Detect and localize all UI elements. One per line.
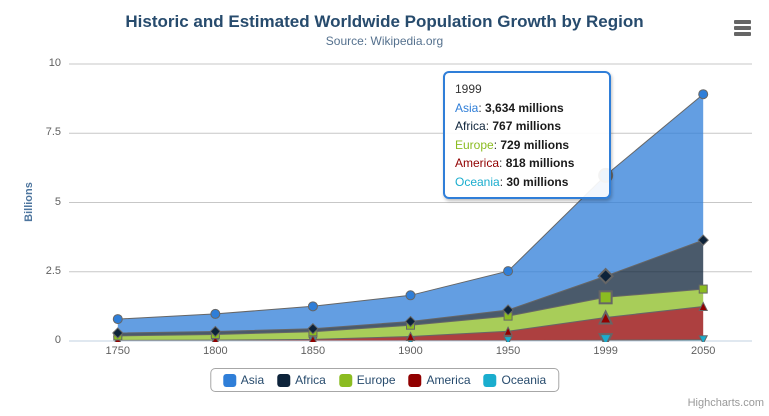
tooltip-row-america: America: 818 millions [455, 156, 575, 170]
marker-europe-1999[interactable] [598, 290, 613, 305]
x-tick-label-1950: 1950 [495, 345, 521, 357]
marker-america-1999[interactable] [598, 309, 614, 325]
legend-item-america[interactable]: America [408, 373, 471, 387]
legend-label: Europe [356, 373, 396, 387]
tooltip-header: 1999 [455, 82, 482, 96]
chart-subtitle: Source: Wikipedia.org [325, 34, 444, 48]
tooltip-row-oceania: Oceania: 30 millions [455, 174, 569, 189]
marker-america-1850[interactable] [309, 334, 317, 343]
tooltip-series-name: America [455, 156, 500, 170]
marker-oceania-2050[interactable] [698, 335, 709, 344]
marker-africa-1999[interactable] [597, 267, 615, 285]
marker-asia-2050[interactable] [698, 89, 709, 100]
marker-africa-1900[interactable] [404, 315, 417, 328]
hamburger-icon [734, 20, 751, 24]
y-tick-label-5: 5 [54, 195, 61, 208]
marker-africa-1800[interactable] [209, 325, 222, 338]
legend-item-asia[interactable]: Asia [222, 373, 265, 387]
legend-label: Africa [295, 373, 326, 387]
tooltip-series-name: Oceania [455, 174, 500, 189]
marker-asia-1850[interactable] [307, 301, 318, 312]
legend-swatch-icon [222, 373, 236, 387]
legend-swatch-icon [338, 373, 352, 387]
legend: Asia Africa Europe America Oceania [209, 368, 560, 392]
legend-label: Asia [240, 373, 265, 387]
y-tick-label-7.5: 7.5 [45, 126, 61, 139]
x-tick-label-1900: 1900 [398, 345, 423, 357]
tooltip-series-value: 767 millions [492, 119, 562, 133]
marker-africa-1750[interactable] [112, 327, 124, 339]
credits-link[interactable]: Highcharts.com [687, 397, 764, 409]
area-africa [117, 240, 704, 336]
tooltip-row-europe: Europe: 729 millions [455, 137, 570, 152]
tooltip-series-value: 818 millions [505, 156, 575, 170]
hamburger-icon [734, 26, 751, 30]
marker-oceania-1950[interactable] [503, 336, 513, 345]
legend-label: Oceania [501, 373, 547, 387]
marker-asia-1800[interactable] [210, 308, 221, 319]
marker-africa-1950[interactable] [502, 304, 514, 316]
tooltip-series-value: 3,634 millions [485, 100, 564, 115]
tooltip-series-value: 729 millions [500, 137, 570, 152]
tooltip: 1999 Asia: 3,634 millions Africa: 767 mil… [443, 71, 611, 199]
marker-europe-2050[interactable] [698, 284, 708, 294]
x-tick-label-2050: 2050 [690, 345, 716, 357]
x-tick-label-1999: 1999 [593, 345, 618, 357]
tooltip-row-africa: Africa: 767 millions [455, 119, 562, 133]
y-tick-label-10: 10 [48, 57, 61, 69]
x-tick-label-1850: 1850 [300, 345, 326, 357]
x-tick-label-1750: 1750 [105, 345, 131, 357]
area-america [117, 306, 704, 341]
tooltip-series-name: Europe [455, 137, 494, 152]
markers-america [114, 301, 709, 344]
tooltip-row-asia: Asia: 3,634 millions [455, 100, 564, 115]
marker-america-2050[interactable] [698, 301, 709, 311]
marker-america-1900[interactable] [405, 331, 416, 342]
chart-title: Historic and Estimated Worldwide Populat… [125, 12, 644, 31]
marker-oceania-1999[interactable] [598, 333, 614, 346]
tooltip-rows: Asia: 3,634 millions Africa: 767 millions… [455, 99, 599, 192]
legend-swatch-icon [408, 373, 422, 387]
markers-africa [112, 234, 709, 339]
hamburger-icon [734, 32, 751, 36]
marker-america-1950[interactable] [503, 326, 513, 336]
tooltip-series-value: 30 millions [506, 174, 569, 189]
marker-africa-2050[interactable] [697, 234, 709, 246]
legend-item-europe[interactable]: Europe [338, 373, 396, 387]
legend-label: America [426, 373, 471, 387]
tooltip-series-name: Africa [455, 119, 486, 133]
marker-asia-1950[interactable] [503, 266, 514, 277]
marker-asia-1750[interactable] [112, 314, 123, 325]
x-tick-label-1800: 1800 [203, 345, 228, 357]
area-asia [117, 94, 704, 333]
tooltip-series-name: Asia [455, 100, 479, 115]
y-tick-label-0: 0 [54, 334, 61, 346]
legend-swatch-icon [277, 373, 291, 387]
export-menu-button[interactable] [734, 20, 751, 38]
y-tick-label-2.5: 2.5 [45, 264, 61, 277]
legend-swatch-icon [483, 373, 497, 387]
marker-africa-1850[interactable] [307, 323, 319, 335]
legend-item-oceania[interactable]: Oceania [483, 373, 547, 387]
legend-item-africa[interactable]: Africa [277, 373, 326, 387]
marker-america-1800[interactable] [211, 334, 219, 344]
marker-asia-1900[interactable] [405, 290, 416, 301]
